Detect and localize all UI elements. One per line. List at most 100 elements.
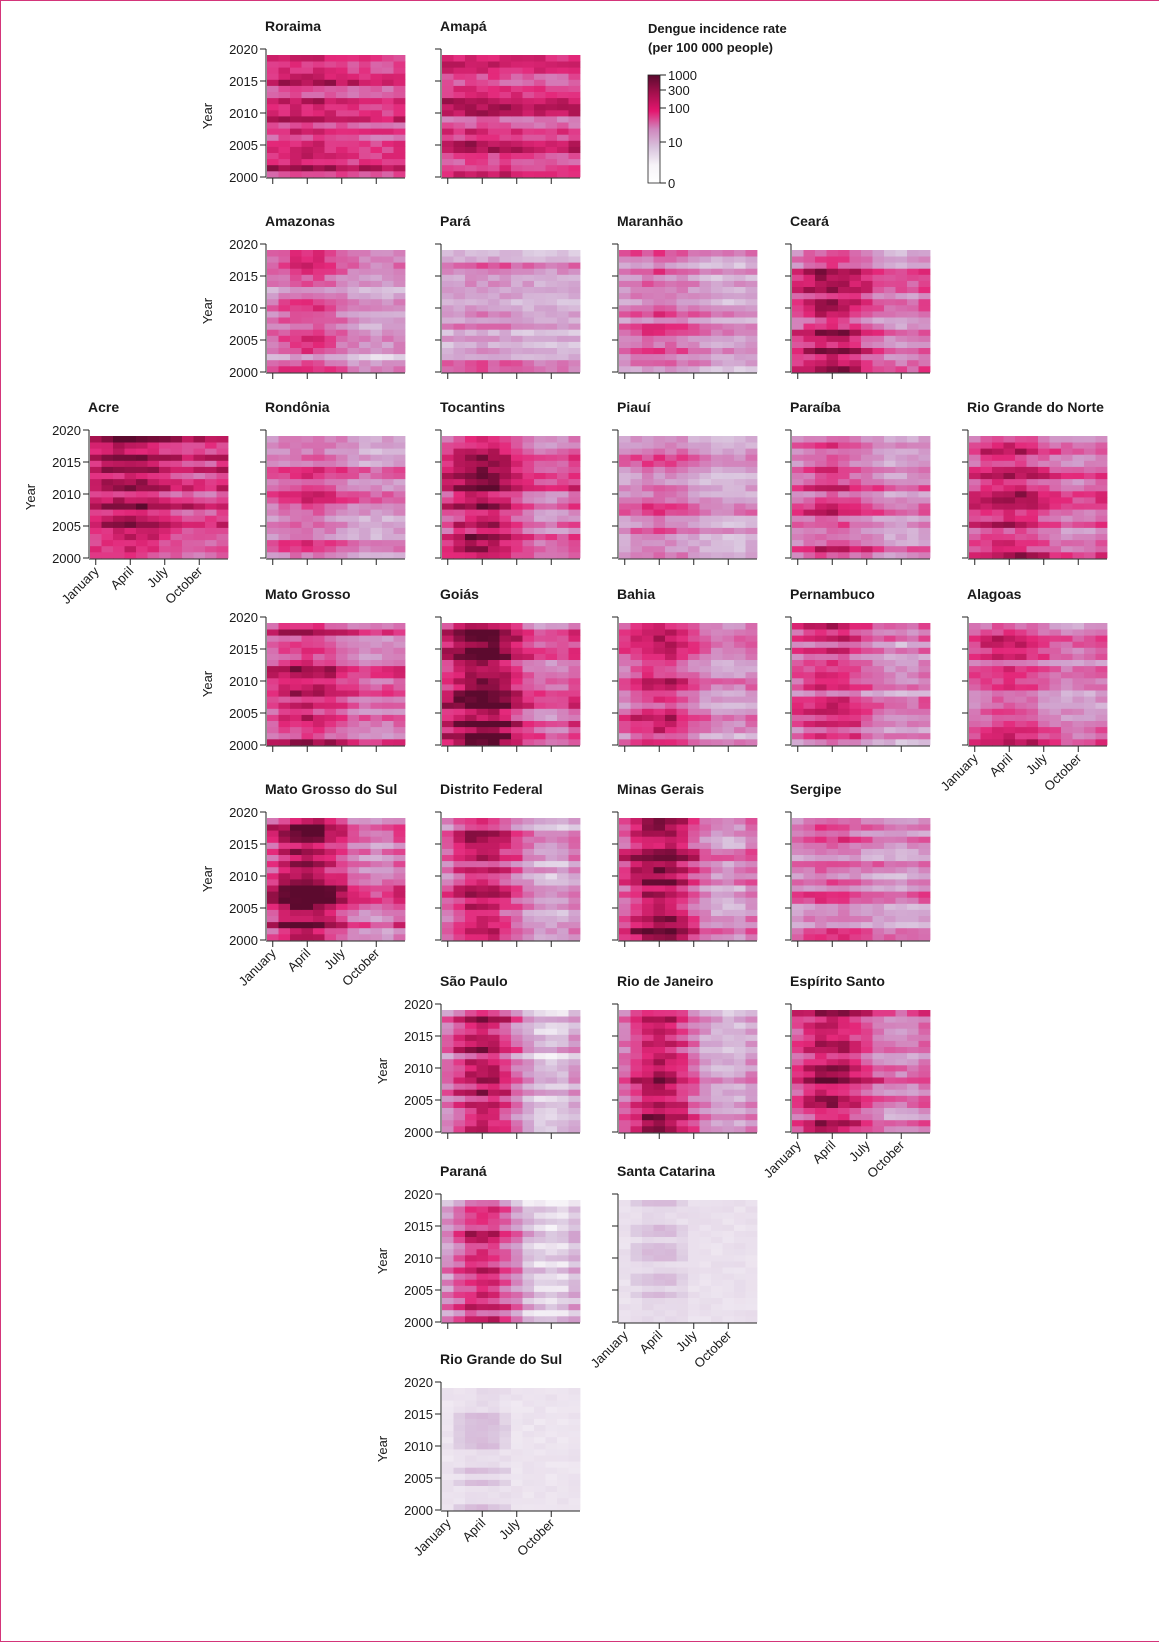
heatmap-cell: [465, 91, 477, 99]
heatmap-cell: [313, 641, 325, 648]
heatmap-cell: [849, 653, 862, 660]
heatmap-cell: [653, 720, 666, 728]
heatmap-cell: [665, 684, 677, 691]
heatmap-cell: [453, 872, 466, 880]
heatmap-cell: [347, 872, 360, 880]
heatmap-cell: [336, 79, 348, 86]
heatmap-cell: [499, 647, 512, 654]
heatmap-cell: [872, 466, 885, 473]
heatmap-cell: [278, 170, 291, 178]
heatmap-cell: [453, 79, 466, 86]
heatmap-cell: [653, 472, 666, 480]
heatmap-cell: [1095, 635, 1108, 642]
heatmap-cell: [267, 67, 279, 74]
heatmap-cell: [803, 304, 816, 312]
heatmap-cell: [216, 472, 229, 480]
heatmap-cell: [370, 732, 383, 740]
heatmap-cell: [734, 897, 746, 904]
heatmap-cell: [1072, 436, 1085, 443]
y-tick-label: 2020: [52, 423, 81, 438]
heatmap-cell: [734, 533, 746, 541]
heatmap-cell: [688, 684, 700, 691]
heatmap-cell: [1049, 647, 1062, 654]
heatmap-cell: [301, 484, 314, 492]
heatmap-cell: [545, 933, 558, 941]
heatmap-cell: [453, 909, 466, 916]
heatmap-cell: [359, 818, 371, 825]
heatmap-cell: [711, 478, 723, 486]
heatmap-cell: [711, 551, 723, 559]
heatmap-cell: [815, 671, 827, 679]
heatmap-cell: [557, 684, 569, 691]
heatmap-cell: [465, 545, 477, 553]
heatmap-cell: [676, 515, 689, 522]
heatmap-cell: [370, 298, 383, 306]
heatmap-cell: [557, 860, 569, 868]
heatmap-cell: [1084, 527, 1096, 534]
heatmap-cell: [918, 714, 931, 721]
heatmap-cell: [907, 448, 919, 455]
heatmap-cell: [665, 448, 677, 455]
heatmap-cell: [522, 55, 535, 62]
heatmap-cell: [907, 454, 919, 461]
heatmap-cell: [792, 347, 804, 355]
heatmap-cell: [465, 860, 477, 868]
heatmap-cell: [861, 448, 873, 455]
heatmap-cell: [511, 152, 523, 160]
heatmap-cell: [665, 533, 677, 541]
heatmap-cell: [442, 79, 454, 86]
heatmap-cell: [895, 341, 908, 348]
heatmap-cell: [815, 738, 827, 746]
heatmap-cell: [918, 365, 931, 373]
heatmap-cell: [1049, 472, 1062, 480]
heatmap-cell: [511, 635, 523, 642]
heatmap-cell: [170, 539, 183, 547]
heatmap-cell: [453, 903, 466, 910]
heatmap-cell: [488, 921, 500, 929]
heatmap-cell: [992, 635, 1004, 642]
heatmap-cell: [393, 824, 406, 831]
heatmap-cell: [465, 836, 477, 843]
heatmap-cell: [884, 304, 896, 312]
heatmap-cell: [688, 915, 700, 923]
heatmap-cell: [301, 164, 314, 172]
heatmap-cell: [324, 286, 337, 294]
heatmap-cell: [534, 79, 546, 86]
heatmap-cell: [336, 256, 348, 263]
heatmap-cell: [745, 335, 758, 342]
heatmap-cell: [568, 503, 581, 510]
heatmap-cell: [290, 128, 302, 135]
heatmap-cell: [826, 317, 839, 324]
heatmap-cell: [619, 311, 631, 318]
heatmap-cell: [301, 545, 314, 553]
heatmap-cell: [734, 317, 746, 324]
heatmap-cell: [745, 915, 758, 923]
heatmap-cell: [511, 521, 523, 528]
heatmap-cell: [545, 55, 558, 62]
heatmap-cell: [642, 915, 654, 923]
heatmap-cell: [849, 323, 862, 330]
heatmap-cell: [568, 341, 581, 348]
heatmap-cell: [884, 460, 896, 467]
heatmap-cell: [630, 690, 643, 697]
heatmap-cell: [826, 341, 839, 348]
heatmap-cell: [522, 460, 535, 467]
heatmap-cell: [465, 436, 477, 443]
heatmap-cell: [476, 836, 489, 843]
heatmap-cell: [182, 503, 194, 510]
heatmap-cell: [861, 629, 873, 636]
heatmap-cell: [849, 298, 862, 306]
heatmap-cell: [653, 629, 666, 636]
heatmap-cell: [676, 690, 689, 697]
heatmap-cell: [290, 921, 302, 929]
heatmap-cell: [534, 448, 546, 455]
heatmap-cell: [557, 671, 569, 679]
heatmap-cell: [826, 497, 839, 504]
heatmap-cell: [347, 466, 360, 473]
heatmap-cell: [359, 824, 371, 831]
heatmap-cell: [630, 460, 643, 467]
heatmap-cell: [630, 503, 643, 510]
heatmap-cell: [382, 915, 394, 923]
heatmap-cell: [301, 824, 314, 831]
heatmap-cell: [488, 128, 500, 135]
